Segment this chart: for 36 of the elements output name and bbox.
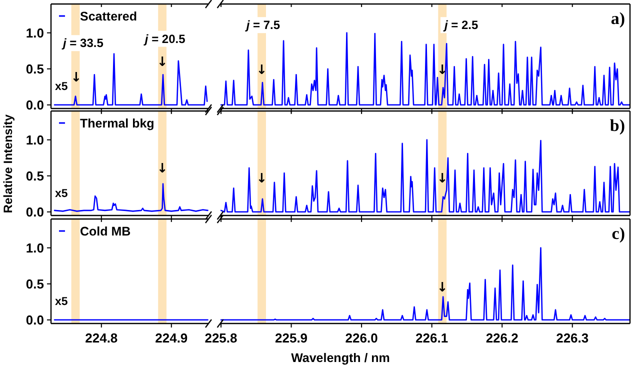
y-tick-label: 0.0 [26,312,44,328]
x-axis-title: Wavelength / nm [291,351,390,365]
x-tick-label: 224.9 [155,330,188,346]
legend-label: Cold MB [80,224,131,238]
y-tick-label: 1.0 [26,240,44,256]
y-tick-label: 0.5 [26,276,44,292]
x-tick-label: 224.8 [85,330,118,346]
annotation: x5 [55,296,68,308]
annotation: x5 [55,80,68,93]
legend-label: Scattered [80,9,137,24]
x-tick-label: 226.0 [345,330,378,346]
annotation: ↓ [436,172,448,187]
annotation: ↓ [156,55,168,70]
x-tick-label: 226.1 [416,330,448,346]
x-tick-label: 226.3 [556,330,589,346]
annotation: ↓ [70,70,82,86]
y-tick-label: 0.0 [26,97,44,112]
chart-title: c) [612,224,625,243]
legend-label: Thermal bkg [80,116,154,130]
x-tick-label: 225.9 [275,330,308,346]
annotation: x5 [55,188,68,200]
y-tick-label: 0.5 [26,61,44,76]
x-tick-label: 226.2 [486,330,518,346]
x-tick-label: 225.8 [204,330,238,346]
y-axis-title: Relative Intensity [1,114,15,214]
annotation: ↓ [156,161,168,176]
annotation: ↓ [256,63,268,78]
chart-title: b) [610,116,625,135]
annotation: ↓ [436,63,448,78]
y-tick-label: 1.0 [26,132,44,148]
y-tick-label: 1.0 [26,25,44,40]
chart-title: a) [610,9,625,28]
y-tick-label: 0.0 [26,204,44,220]
annotation: ↓ [436,280,448,296]
annotation: ↓ [256,172,268,187]
y-tick-label: 0.5 [26,168,44,184]
